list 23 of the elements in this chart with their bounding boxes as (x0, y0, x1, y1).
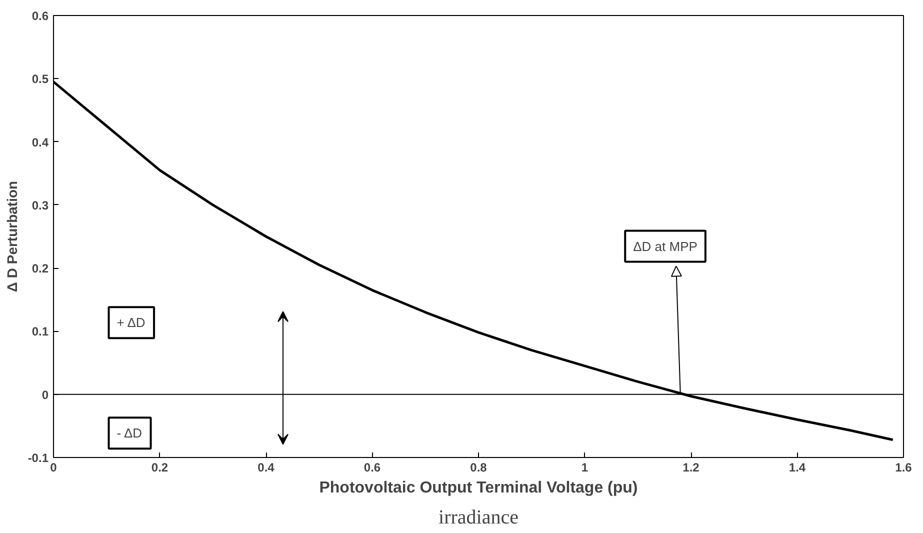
x-tick-label: 0.8 (470, 460, 488, 474)
annotation: - ΔD (116, 426, 142, 441)
annotation: + ΔD (116, 315, 146, 330)
x-tick-label: 0 (50, 460, 58, 474)
y-tick-label: 0.3 (32, 198, 49, 212)
x-tick-label: 0.6 (364, 460, 381, 474)
x-axis-title: Photovoltaic Output Terminal Voltage (pu) (319, 480, 638, 496)
x-tick-label: 0.2 (151, 460, 168, 474)
x-tick-label: 1.4 (788, 460, 806, 474)
x-tick-label: 1 (581, 460, 588, 474)
y-axis-title: Δ D Perturbation (4, 180, 20, 292)
text: irradiance (438, 506, 519, 528)
y-tick-label: 0.6 (32, 9, 49, 23)
x-tick-label: 1.2 (682, 460, 700, 474)
y-tick-label: -0.1 (28, 451, 49, 465)
y-tick-label: 0.4 (32, 135, 49, 150)
x-tick-label: 0.4 (258, 460, 275, 474)
y-tick-label: 0.2 (32, 262, 49, 276)
x-tick-label: 1.6 (895, 460, 912, 474)
y-tick-label: 0.5 (32, 72, 49, 86)
y-tick-label: 0.1 (32, 324, 49, 339)
annotation: ΔD at MPP (633, 238, 698, 254)
y-tick-label: 0 (42, 388, 49, 402)
